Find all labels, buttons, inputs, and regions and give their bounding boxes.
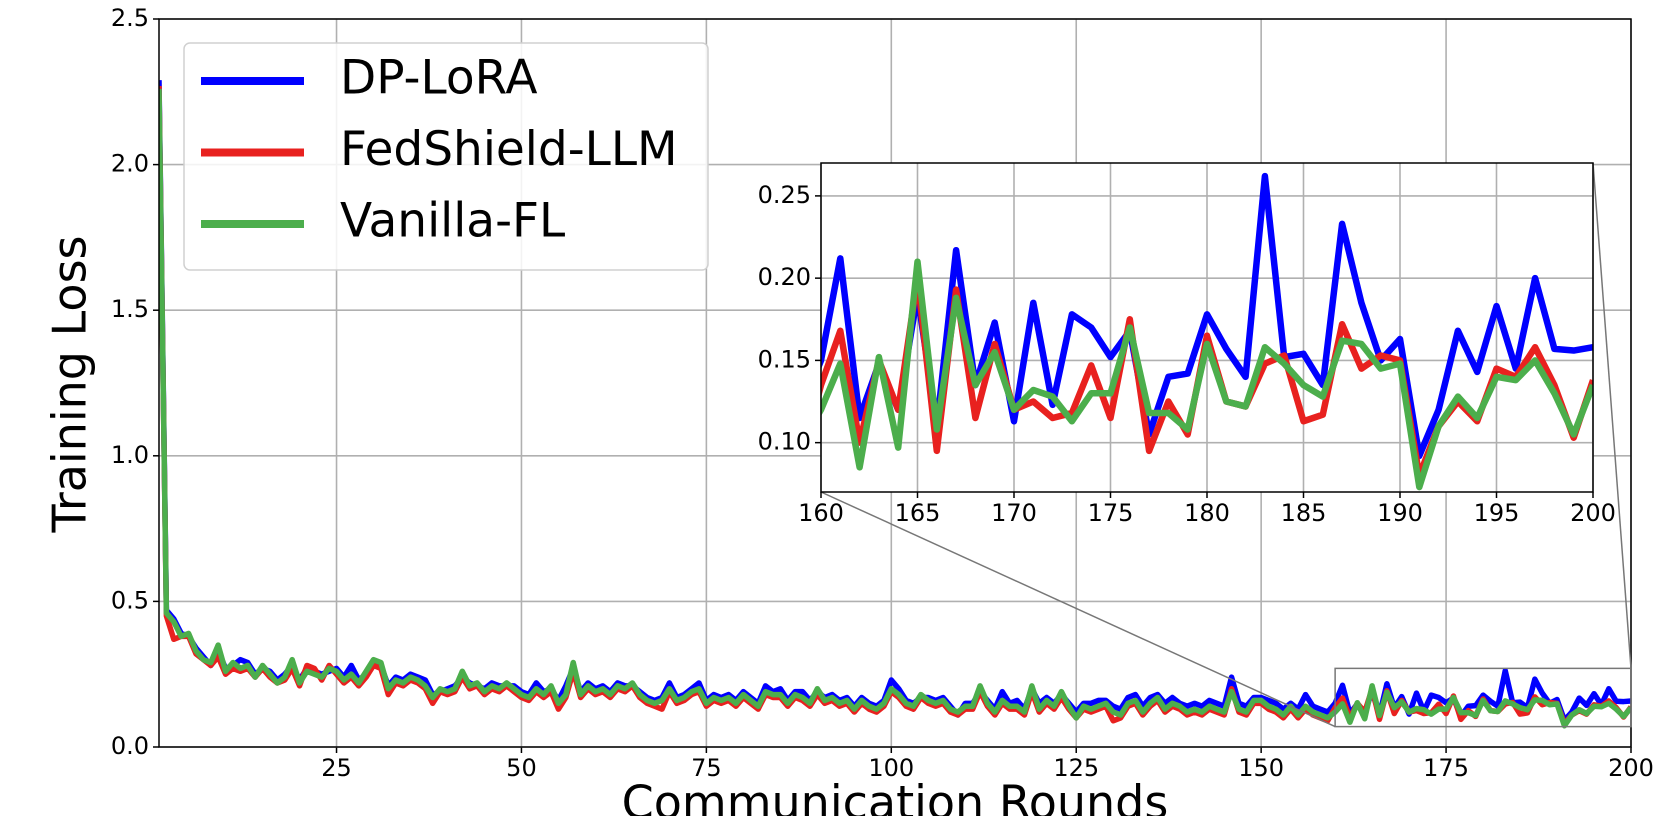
plot-frame: [820, 162, 1594, 493]
x-tick-label: 200: [1570, 499, 1616, 527]
x-tick-label: 25: [321, 754, 352, 782]
x-tick-label: 100: [868, 754, 914, 782]
x-tick-label: 185: [1281, 499, 1327, 527]
y-tick-label: 1.5: [111, 295, 149, 323]
zoom-box: [1334, 667, 1632, 728]
x-axis-label: Communication Rounds: [622, 776, 1169, 816]
y-tick-label: 0.5: [111, 586, 149, 614]
x-tick-label: 75: [691, 754, 722, 782]
series-line: [159, 88, 1631, 729]
lines: [821, 172, 1593, 491]
legend-label: DP-LoRA: [340, 51, 537, 106]
lines: [159, 80, 1631, 729]
x-tick-label: 125: [1053, 754, 1099, 782]
y-tick-label: 2.5: [111, 4, 149, 32]
legend-label: FedShield-LLM: [340, 122, 678, 177]
y-tick-label: 2.0: [111, 150, 149, 178]
y-tick-label: 1.0: [111, 441, 149, 469]
x-tick-label: 190: [1377, 499, 1423, 527]
zoom-connector: [820, 491, 1336, 728]
y-axis-label: Training Loss: [43, 235, 97, 533]
x-tick-label: 175: [1423, 754, 1469, 782]
x-tick-label: 175: [1088, 499, 1134, 527]
y-tick-label: 0.10: [758, 428, 811, 456]
x-tick-label: 160: [798, 499, 844, 527]
x-tick-label: 200: [1608, 754, 1654, 782]
legend-label: Vanilla-FL: [340, 194, 565, 249]
series-line: [821, 172, 1593, 460]
legend-box: [183, 42, 709, 271]
x-tick-label: 50: [506, 754, 537, 782]
y-tick-label: 0.0: [111, 732, 149, 760]
plot-frame: [158, 18, 1632, 748]
x-tick-label: 150: [1238, 754, 1284, 782]
x-tick-label: 170: [991, 499, 1037, 527]
x-tick-label: 180: [1184, 499, 1230, 527]
y-tick-label: 0.20: [758, 263, 811, 291]
y-tick-label: 0.15: [758, 345, 811, 373]
series-line: [821, 258, 1593, 491]
x-tick-label: 195: [1474, 499, 1520, 527]
y-tick-label: 0.25: [758, 181, 811, 209]
zoom-connector: [1592, 162, 1632, 669]
x-tick-label: 165: [895, 499, 941, 527]
